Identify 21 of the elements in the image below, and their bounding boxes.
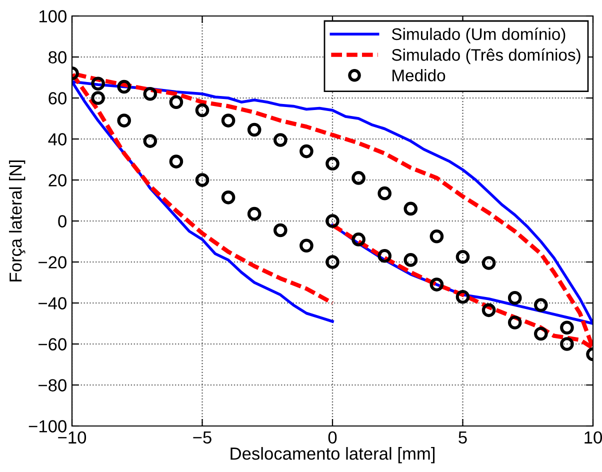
x-tick-label: 10 — [584, 431, 602, 444]
y-tick-label: −20 — [38, 256, 66, 268]
legend-label: Medido — [392, 69, 446, 82]
y-axis-title: Força lateral [N] — [9, 160, 26, 282]
x-tick-label: 0 — [328, 431, 337, 444]
x-axis-title: Deslocamento lateral [mm] — [230, 447, 435, 464]
y-tick-label: 60 — [48, 92, 66, 104]
y-tick-label: 0 — [58, 215, 66, 228]
x-tick-label: −5 — [193, 432, 212, 444]
y-tick-label: 80 — [48, 51, 66, 64]
y-tick-label: −60 — [38, 338, 66, 350]
y-tick-label: 40 — [48, 133, 66, 146]
legend-label: Simulado (Três domínios) — [392, 48, 580, 64]
y-tick-label: −40 — [38, 297, 66, 310]
y-tick-label: −80 — [38, 379, 66, 392]
x-tick-label: 5 — [458, 432, 467, 444]
legend-label: Simulado (Um domínio) — [392, 28, 566, 44]
y-tick-label: −100 — [28, 420, 66, 432]
y-tick-label: 100 — [40, 10, 66, 22]
y-tick-label: 20 — [48, 174, 66, 186]
x-tick-label: −10 — [58, 431, 86, 444]
